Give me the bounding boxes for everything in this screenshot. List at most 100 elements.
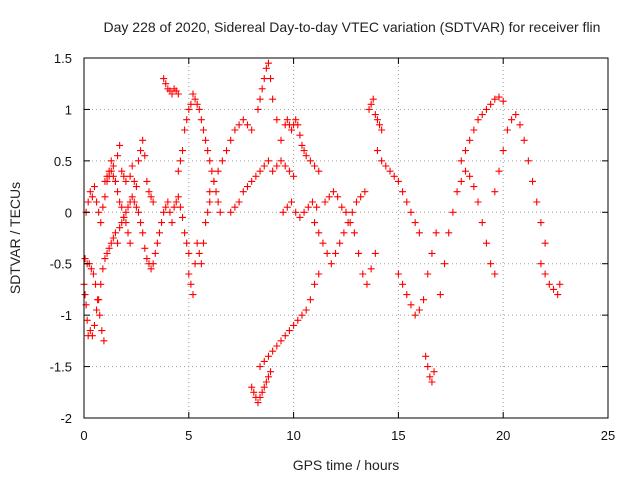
data-point <box>172 198 180 206</box>
data-point <box>254 399 262 407</box>
data-point <box>283 203 291 211</box>
data-point <box>269 167 277 175</box>
data-point <box>99 203 107 211</box>
data-point <box>495 93 503 101</box>
data-point <box>120 172 128 180</box>
data-point <box>114 239 122 247</box>
data-point <box>145 188 153 196</box>
data-point <box>399 280 407 288</box>
data-point <box>141 244 149 252</box>
data-point <box>457 177 465 185</box>
data-point <box>100 337 108 345</box>
data-point <box>279 208 287 216</box>
data-point <box>466 136 474 144</box>
data-point <box>197 116 205 124</box>
data-point <box>371 111 379 119</box>
data-point <box>264 373 272 381</box>
data-point <box>137 219 145 227</box>
data-point <box>195 105 203 113</box>
data-point <box>92 280 100 288</box>
data-point <box>256 167 264 175</box>
x-tick-label: 5 <box>185 428 192 443</box>
x-tick-labels: 0 5 10 15 20 25 <box>80 428 615 443</box>
data-point <box>426 373 434 381</box>
data-point <box>149 198 157 206</box>
data-point <box>105 167 113 175</box>
data-point <box>281 162 289 170</box>
data-point <box>181 229 189 237</box>
data-point <box>424 363 432 371</box>
data-point <box>147 265 155 273</box>
data-point <box>122 177 130 185</box>
y-tick-label: 1 <box>65 102 72 117</box>
data-point <box>101 193 109 201</box>
x-tick-label: 15 <box>391 428 405 443</box>
data-point <box>96 311 104 319</box>
data-point <box>260 162 268 170</box>
data-point <box>191 260 199 268</box>
data-point <box>394 270 402 278</box>
data-point <box>411 311 419 319</box>
data-point <box>176 203 184 211</box>
data-point <box>449 208 457 216</box>
data-point <box>256 393 264 401</box>
data-point <box>533 198 541 206</box>
data-point <box>399 188 407 196</box>
data-point <box>348 208 356 216</box>
data-point <box>254 105 262 113</box>
data-point <box>120 213 128 221</box>
data-point <box>541 270 549 278</box>
data-point <box>149 260 157 268</box>
data-point <box>141 152 149 160</box>
data-point <box>491 95 499 103</box>
data-point <box>415 306 423 314</box>
data-point <box>556 280 564 288</box>
data-point <box>116 141 124 149</box>
data-point <box>482 239 490 247</box>
data-point <box>432 229 440 237</box>
data-point <box>340 229 348 237</box>
data-point <box>122 208 130 216</box>
data-point <box>474 198 482 206</box>
x-axis-label: GPS time / hours <box>293 457 400 473</box>
data-point <box>84 198 92 206</box>
data-point <box>185 249 193 257</box>
data-point <box>143 177 151 185</box>
data-point <box>285 327 293 335</box>
data-point <box>195 249 203 257</box>
data-point <box>334 193 342 201</box>
data-point <box>499 147 507 155</box>
data-point <box>428 249 436 257</box>
data-point <box>313 203 321 211</box>
data-point <box>116 224 124 232</box>
data-point <box>376 121 384 129</box>
data-point <box>290 172 298 180</box>
data-point <box>101 255 109 263</box>
data-point <box>223 147 231 155</box>
axis-ticks <box>83 57 609 419</box>
y-tick-label: 0 <box>65 205 72 220</box>
data-point <box>174 167 182 175</box>
data-point <box>302 306 310 314</box>
data-point <box>277 337 285 345</box>
data-point <box>143 255 151 263</box>
data-point <box>311 219 319 227</box>
data-point <box>325 193 333 201</box>
data-point <box>308 198 316 206</box>
data-point <box>243 183 251 191</box>
data-point <box>290 321 298 329</box>
data-point <box>529 177 537 185</box>
data-point <box>378 157 386 165</box>
data-point <box>461 147 469 155</box>
data-point <box>128 162 136 170</box>
data-point <box>264 59 272 67</box>
data-point <box>311 280 319 288</box>
data-point <box>139 229 147 237</box>
data-point <box>199 239 207 247</box>
data-point <box>273 342 281 350</box>
data-point <box>174 90 182 98</box>
data-point <box>197 260 205 268</box>
data-point <box>315 270 323 278</box>
data-point <box>306 157 314 165</box>
data-point <box>342 208 350 216</box>
